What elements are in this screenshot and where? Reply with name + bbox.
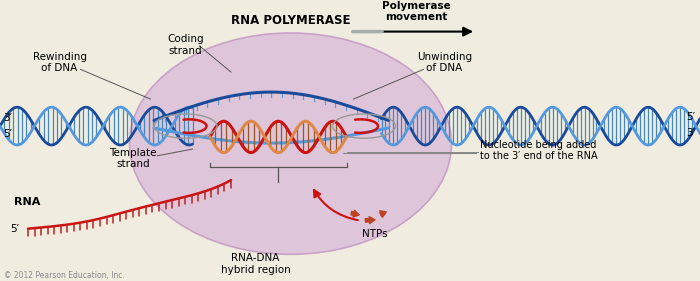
Text: NTPs: NTPs	[362, 229, 387, 239]
Text: 3′: 3′	[686, 128, 695, 138]
Text: Rewinding
of DNA: Rewinding of DNA	[32, 52, 87, 73]
Text: Nucleotide being added
to the 3′ end of the RNA: Nucleotide being added to the 3′ end of …	[480, 140, 597, 161]
Ellipse shape	[130, 33, 452, 254]
Text: © 2012 Pearson Education, Inc.: © 2012 Pearson Education, Inc.	[4, 271, 125, 280]
Text: Unwinding
of DNA: Unwinding of DNA	[417, 52, 472, 73]
Text: Polymerase
movement: Polymerase movement	[382, 1, 451, 22]
Text: RNA POLYMERASE: RNA POLYMERASE	[231, 14, 350, 27]
Text: 3′: 3′	[4, 113, 13, 123]
Text: 5′: 5′	[4, 129, 13, 139]
Text: RNA-DNA
hybrid region: RNA-DNA hybrid region	[220, 253, 290, 275]
Text: 5′: 5′	[686, 112, 695, 122]
Text: 5′: 5′	[10, 224, 20, 234]
Text: Template
strand: Template strand	[109, 148, 157, 169]
FancyArrowPatch shape	[351, 210, 359, 217]
Text: RNA: RNA	[14, 197, 41, 207]
Text: Coding
strand: Coding strand	[167, 34, 204, 56]
FancyArrowPatch shape	[365, 217, 375, 224]
FancyArrowPatch shape	[380, 211, 386, 217]
